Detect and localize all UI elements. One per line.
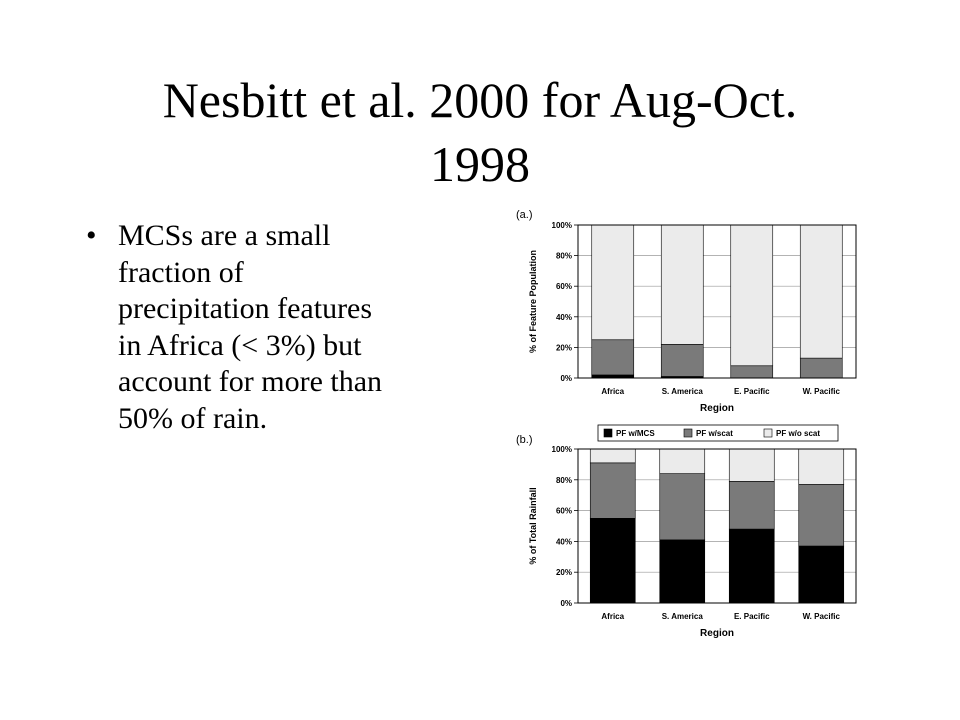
- chart-panel-a: (a.) 0% 20% 40% 60% 80% 100% Africa S. America E.…: [516, 209, 857, 414]
- bar-w-pacific-pf-w-mcs: [798, 545, 845, 604]
- x-category-label: W. Pacific: [803, 612, 841, 621]
- bullet-dot: •: [86, 219, 97, 252]
- bar-e-pacific-pf-w-o-scat: [728, 448, 775, 482]
- bar-s-america-pf-w-o-scat: [660, 224, 704, 345]
- y-tick-label: 80%: [556, 476, 572, 485]
- y-tick-label: 20%: [556, 343, 572, 352]
- bullet-point: • MCSs are a small fraction of precipita…: [86, 218, 456, 437]
- bullet-line-5: account for more than: [118, 365, 383, 398]
- bar-e-pacific-pf-w-scat: [728, 481, 775, 530]
- bullet-text: MCSs are a small fraction of precipitati…: [118, 218, 456, 437]
- bar-africa-pf-w-mcs: [589, 517, 636, 604]
- x-category-label: W. Pacific: [803, 387, 841, 396]
- title-line-1: Nesbitt et al. 2000 for Aug-Oct.: [162, 72, 798, 128]
- x-category-label: E. Pacific: [734, 387, 770, 396]
- y-axis-title: % of Feature Population: [528, 250, 538, 353]
- x-category-label: S. America: [662, 387, 704, 396]
- y-tick-label: 40%: [556, 537, 572, 546]
- legend-swatch: [763, 428, 773, 438]
- y-tick-label: 80%: [556, 252, 572, 261]
- legend-entry: PF w/o scat: [776, 429, 820, 438]
- bar-africa-pf-w-scat: [591, 339, 635, 376]
- panel-label: (b.): [516, 434, 533, 446]
- x-category-label: E. Pacific: [734, 612, 770, 621]
- x-category-label: Africa: [601, 612, 624, 621]
- y-axis-title: % of Total Rainfall: [528, 487, 538, 564]
- y-tick-label: 60%: [556, 507, 572, 516]
- y-tick-label: 40%: [556, 313, 572, 322]
- x-category-label: Africa: [601, 387, 624, 396]
- bullet-line-3: precipitation features: [118, 292, 373, 325]
- bar-s-america-pf-w-scat: [659, 473, 706, 541]
- y-tick-label: 100%: [552, 221, 572, 230]
- bar-africa-pf-w-scat: [589, 462, 636, 519]
- y-tick-label: 0%: [560, 374, 572, 383]
- bar-e-pacific-pf-w-o-scat: [730, 224, 774, 367]
- bar-s-america-pf-w-o-scat: [659, 448, 706, 474]
- y-tick-label: 20%: [556, 568, 572, 577]
- legend-frame: [597, 424, 839, 442]
- bar-w-pacific-pf-w-scat: [799, 357, 843, 379]
- bar-africa-pf-w-o-scat: [591, 224, 635, 341]
- y-tick-label: 60%: [556, 282, 572, 291]
- y-tick-label: 100%: [552, 445, 572, 454]
- legend: PF w/MCS PF w/scat PF w/o scat: [597, 424, 839, 442]
- bar-e-pacific-pf-w-mcs: [728, 528, 775, 604]
- y-tick-label: 0%: [560, 599, 572, 608]
- plot-frame: [577, 224, 857, 379]
- x-category-label: S. America: [662, 612, 704, 621]
- bar-w-pacific-pf-w-scat: [798, 484, 845, 547]
- panel-label: (a.): [516, 209, 533, 221]
- bullet-line-4: in Africa (< 3%) but: [118, 328, 362, 362]
- bar-w-pacific-pf-w-o-scat: [799, 224, 843, 359]
- bar-s-america-pf-w-scat: [660, 344, 704, 377]
- title-line-2: 1998: [430, 136, 530, 192]
- x-axis-title: Region: [700, 403, 734, 414]
- legend-entry: PF w/scat: [696, 429, 733, 438]
- x-axis-title: Region: [700, 628, 734, 639]
- legend-entry: PF w/MCS: [616, 429, 655, 438]
- legend-swatch: [603, 428, 613, 438]
- bar-e-pacific-pf-w-scat: [730, 365, 774, 379]
- slide-title: Nesbitt et al. 2000 for Aug-Oct. 1998: [0, 68, 960, 196]
- bullet-line-6: 50% of rain.: [118, 401, 268, 435]
- bullet-line-2: fraction of: [118, 255, 244, 289]
- plot-frame: [577, 448, 857, 604]
- bullet-line-1: MCSs are a small: [118, 219, 331, 252]
- bar-africa-pf-w-o-scat: [589, 448, 636, 464]
- legend-swatch: [683, 428, 693, 438]
- bar-w-pacific-pf-w-o-scat: [798, 448, 845, 485]
- chart-panel-b: (b.) 0% 20% 40% 60% 80% 100% Africa S. America E.…: [516, 424, 857, 639]
- bar-s-america-pf-w-mcs: [659, 539, 706, 604]
